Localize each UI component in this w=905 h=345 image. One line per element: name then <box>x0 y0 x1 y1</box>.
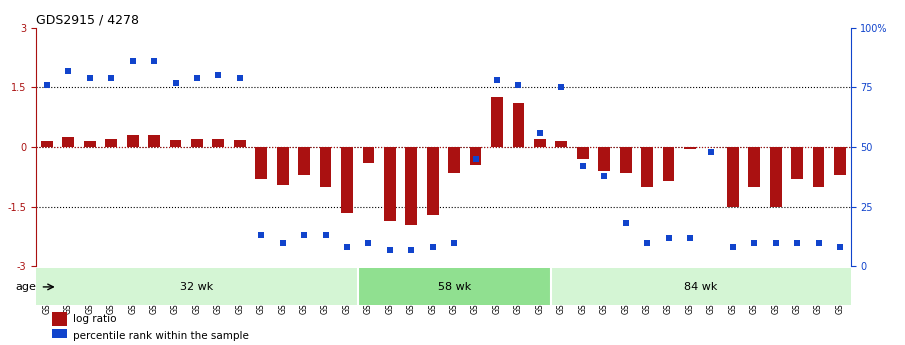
Point <box>447 240 462 245</box>
Bar <box>148 135 160 147</box>
Point <box>383 247 397 253</box>
Point <box>747 240 761 245</box>
Bar <box>834 147 846 175</box>
Bar <box>277 147 289 185</box>
Text: GDS2915 / 4278: GDS2915 / 4278 <box>36 13 139 27</box>
Bar <box>727 147 738 207</box>
Bar <box>341 147 353 213</box>
Point <box>211 72 225 78</box>
Text: 32 wk: 32 wk <box>180 282 214 292</box>
Bar <box>556 141 567 147</box>
Bar <box>52 329 67 343</box>
Point <box>597 173 612 178</box>
Point <box>40 82 54 88</box>
Bar <box>491 97 503 147</box>
Point <box>190 75 205 80</box>
Point <box>147 58 161 64</box>
Point <box>233 75 247 80</box>
Point <box>811 240 825 245</box>
Bar <box>255 147 267 179</box>
Bar <box>105 139 117 147</box>
Bar <box>41 141 52 147</box>
Bar <box>299 147 310 175</box>
Bar <box>233 140 246 147</box>
Bar <box>576 147 588 159</box>
Bar <box>52 312 67 326</box>
Bar <box>534 139 546 147</box>
Bar <box>62 137 74 147</box>
Point <box>662 235 676 240</box>
Point <box>361 240 376 245</box>
Bar <box>684 147 696 149</box>
Point <box>297 233 311 238</box>
Bar <box>791 147 803 179</box>
Point <box>533 130 548 136</box>
Point <box>319 233 333 238</box>
Point <box>704 149 719 155</box>
Point <box>833 245 847 250</box>
Bar <box>598 147 610 171</box>
Bar <box>84 141 96 147</box>
Text: 84 wk: 84 wk <box>684 282 718 292</box>
FancyBboxPatch shape <box>550 268 851 305</box>
Bar <box>641 147 653 187</box>
Bar <box>448 147 460 173</box>
Text: 58 wk: 58 wk <box>437 282 471 292</box>
Text: percentile rank within the sample: percentile rank within the sample <box>72 331 249 341</box>
Bar <box>770 147 782 207</box>
Point <box>490 77 504 83</box>
Point <box>618 221 633 226</box>
Point <box>275 240 290 245</box>
Bar <box>620 147 632 173</box>
Point <box>104 75 119 80</box>
Point <box>790 240 805 245</box>
Point <box>339 245 354 250</box>
Point <box>469 156 483 162</box>
Point <box>126 58 140 64</box>
FancyBboxPatch shape <box>36 268 357 305</box>
Point <box>768 240 783 245</box>
Bar <box>169 140 181 147</box>
Bar <box>384 147 395 221</box>
Bar <box>512 103 524 147</box>
Text: age: age <box>15 282 36 292</box>
Point <box>576 164 590 169</box>
Point <box>82 75 97 80</box>
Point <box>62 68 76 73</box>
Text: log ratio: log ratio <box>72 314 117 324</box>
Point <box>511 82 526 88</box>
Bar <box>813 147 824 187</box>
Point <box>682 235 697 240</box>
Point <box>726 245 740 250</box>
Point <box>254 233 269 238</box>
FancyBboxPatch shape <box>357 268 550 305</box>
Bar <box>470 147 481 165</box>
Bar <box>127 135 138 147</box>
Point <box>554 85 568 90</box>
Point <box>168 80 183 85</box>
Point <box>404 247 418 253</box>
Point <box>640 240 654 245</box>
Bar <box>191 139 203 147</box>
Bar <box>427 147 439 215</box>
Bar <box>363 147 375 163</box>
Bar <box>319 147 331 187</box>
Bar <box>748 147 760 187</box>
Bar <box>213 139 224 147</box>
Bar <box>405 147 417 225</box>
Bar <box>662 147 674 181</box>
Point <box>425 245 440 250</box>
